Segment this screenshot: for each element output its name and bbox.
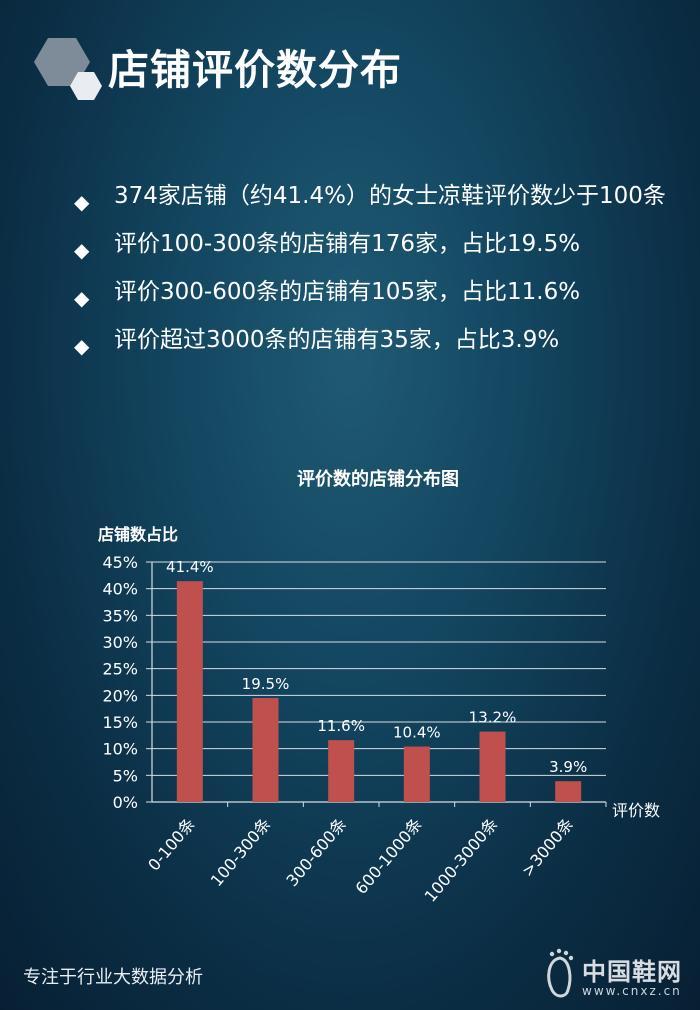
chart-title: 评价数的店铺分布图 xyxy=(297,468,459,490)
bullet-item: ◆ 评价100-300条的店铺有176家，占比19.5% xyxy=(68,226,668,262)
page-title: 店铺评价数分布 xyxy=(108,46,402,94)
x-tick-label: 1000-3000条 xyxy=(421,814,502,905)
y-tick-label: 25% xyxy=(102,660,138,679)
brand-url: www.cnxz.cn xyxy=(582,984,682,998)
x-tick-label: 100-300条 xyxy=(207,814,275,890)
bar xyxy=(176,581,203,802)
y-tick-label: 5% xyxy=(113,766,138,785)
footer-tagline: 专注于行业大数据分析 xyxy=(23,967,203,988)
bullet-item: ◆ 评价300-600条的店铺有105家，占比11.6% xyxy=(68,274,668,310)
y-tick-label: 15% xyxy=(102,713,138,732)
y-tick-label: 35% xyxy=(102,606,138,625)
brand-logo: 中国鞋网 www.cnxz.cn xyxy=(540,948,690,1003)
bar xyxy=(403,746,430,802)
shoe-print-icon xyxy=(547,948,574,998)
x-tick-label: 300-600条 xyxy=(282,814,350,890)
y-tick-label: 20% xyxy=(102,686,138,705)
y-tick-label: 45% xyxy=(102,553,138,572)
x-tick-label: 600-1000条 xyxy=(352,814,426,897)
diamond-bullet-icon: ◆ xyxy=(74,190,90,214)
y-tick-label: 40% xyxy=(102,580,138,599)
y-tick-label: 10% xyxy=(102,740,138,759)
y-tick-label: 30% xyxy=(102,633,138,652)
logo-hexagon-icon xyxy=(34,38,102,100)
y-tick-label: 0% xyxy=(113,793,138,812)
data-label: 10.4% xyxy=(393,724,441,742)
bar xyxy=(328,740,355,802)
bar xyxy=(479,731,506,802)
y-axis-label: 店铺数占比 xyxy=(98,525,178,544)
data-label: 13.2% xyxy=(469,709,517,727)
bullet-text: 评价100-300条的店铺有176家，占比19.5% xyxy=(114,231,581,257)
bullet-text: 评价超过3000条的店铺有35家，占比3.9% xyxy=(114,327,560,353)
bullet-item: ◆ 评价超过3000条的店铺有35家，占比3.9% xyxy=(68,322,668,358)
bar xyxy=(555,781,582,802)
data-label: 3.9% xyxy=(549,758,587,776)
diamond-bullet-icon: ◆ xyxy=(74,286,90,310)
diamond-bullet-icon: ◆ xyxy=(74,238,90,262)
data-label: 11.6% xyxy=(317,717,365,735)
x-axis-label: 评价数 xyxy=(612,801,660,820)
x-tick-label: >3000条 xyxy=(518,814,578,880)
bullet-list: ◆ 374家店铺（约41.4%）的女士凉鞋评价数少于100条 ◆ 评价100-3… xyxy=(68,178,668,370)
data-label: 41.4% xyxy=(166,558,214,576)
bullet-text: 评价300-600条的店铺有105家，占比11.6% xyxy=(114,279,581,305)
data-label: 19.5% xyxy=(242,675,290,693)
brand-name: 中国鞋网 xyxy=(582,958,682,986)
x-tick-label: 0-100条 xyxy=(144,814,199,874)
bullet-text: 374家店铺（约41.4%）的女士凉鞋评价数少于100条 xyxy=(114,183,666,209)
bullet-item: ◆ 374家店铺（约41.4%）的女士凉鞋评价数少于100条 xyxy=(68,178,668,214)
diamond-bullet-icon: ◆ xyxy=(74,334,90,358)
bar xyxy=(252,698,279,802)
